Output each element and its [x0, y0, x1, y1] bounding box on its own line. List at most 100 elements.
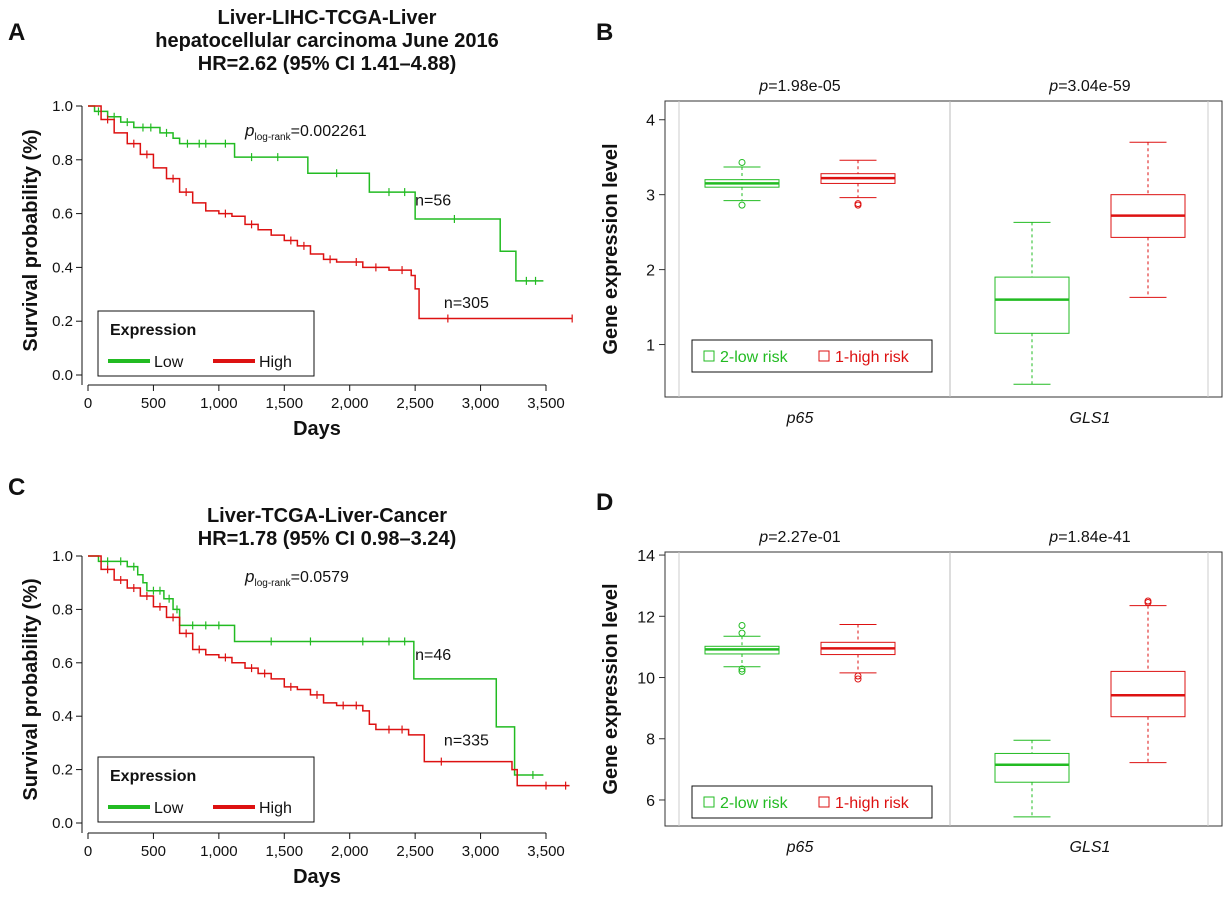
legend-label-low: Low: [154, 800, 184, 817]
box-plot-d: 6 8 10 12 14 Gene expression level p65 p=2.27e-…: [600, 529, 1223, 856]
n-label: n=305: [444, 295, 489, 312]
legend-box: [97, 310, 315, 377]
chart-title-line: Liver-LIHC-TCGA-Liver: [218, 7, 437, 29]
p-value: =2.27e-01: [768, 529, 841, 546]
box: [994, 276, 1070, 334]
legend-box: [691, 339, 933, 373]
chart-title-line: Liver-TCGA-Liver-Cancer: [207, 505, 447, 527]
panel-letter-b: B: [596, 19, 613, 46]
survival-curve-high: [88, 105, 573, 320]
legend-label: 2-low risk: [720, 349, 789, 366]
x-tick-label: 500: [141, 843, 166, 860]
group-label: p65: [786, 839, 814, 856]
p-symbol: p: [758, 78, 768, 95]
legend-label: 2-low risk: [720, 795, 789, 812]
legend: Expression Low High: [97, 756, 315, 823]
group-p-value: p=1.84e-41: [1048, 529, 1131, 546]
x-tick-label: 1,500: [266, 395, 304, 412]
y-axis-label: Survival probability (%): [20, 129, 42, 351]
p-subscript: log-rank: [254, 578, 291, 589]
legend-title: Expression: [110, 768, 196, 785]
p-subscript: log-rank: [254, 132, 291, 143]
box: [994, 752, 1070, 783]
y-tick-label: 4: [646, 113, 655, 130]
y-tick-label: 1.0: [52, 98, 73, 115]
outlier-point: [854, 675, 862, 683]
p-value: =1.98e-05: [768, 78, 841, 95]
legend-swatch: [703, 350, 715, 362]
outlier-point: [854, 672, 862, 680]
y-tick-label: 0.0: [52, 367, 73, 384]
x-tick-label: 500: [141, 395, 166, 412]
outlier-point: [854, 200, 862, 208]
y-tick-label: 3: [646, 188, 655, 205]
y-axis-label: Survival probability (%): [20, 578, 42, 800]
outlier-point: [738, 201, 746, 209]
n-label: n=56: [415, 193, 451, 210]
y-axis-label: Gene expression level: [600, 583, 622, 794]
p-value: =0.0579: [291, 569, 349, 586]
legend-swatch: [818, 350, 830, 362]
outlier-point: [1144, 597, 1152, 605]
y-tick-label: 10: [637, 671, 655, 688]
p-symbol: p: [244, 567, 254, 586]
chart-title-line: HR=1.78 (95% CI 0.98–3.24): [198, 528, 457, 550]
y-tick-label: 2: [646, 263, 655, 280]
p-symbol: p: [244, 121, 254, 140]
p-value-label: plog-rank=0.0579: [244, 567, 349, 589]
y-tick-label: 0.6: [52, 655, 73, 672]
p-value: =1.84e-41: [1058, 529, 1131, 546]
legend-label-high: High: [259, 800, 292, 817]
panel-letter-c: C: [8, 474, 25, 501]
x-tick-label: 3,500: [527, 395, 565, 412]
survival-curve-low: [88, 555, 544, 776]
legend-box: [691, 785, 933, 819]
y-tick-label: 0.8: [52, 152, 73, 169]
x-tick-label: 3,000: [462, 395, 500, 412]
group-p-value: p=1.98e-05: [758, 78, 841, 95]
p-symbol: p: [758, 529, 768, 546]
outlier-point: [738, 621, 746, 629]
outlier-point: [738, 158, 746, 166]
chart-title-line: hepatocellular carcinoma June 2016: [155, 30, 499, 52]
legend-title: Expression: [110, 322, 196, 339]
x-tick-label: 3,500: [527, 843, 565, 860]
y-tick-label: 0.0: [52, 815, 73, 832]
y-tick-label: 1: [646, 338, 655, 355]
outlier-point: [738, 667, 746, 675]
y-tick-label: 8: [646, 732, 655, 749]
y-tick-label: 14: [637, 548, 655, 565]
legend-box: [97, 756, 315, 823]
chart-title-line: HR=2.62 (95% CI 1.41–4.88): [198, 53, 457, 75]
y-tick-label: 0.6: [52, 206, 73, 223]
x-axis-label: Days: [293, 866, 341, 888]
y-tick-label: 12: [637, 609, 655, 626]
legend-swatch: [818, 796, 830, 808]
group-label: p65: [786, 410, 814, 427]
plot-frame: [664, 551, 1223, 827]
legend-label-high: High: [259, 354, 292, 371]
p-value: =0.002261: [291, 123, 367, 140]
y-tick-label: 0.2: [52, 762, 73, 779]
p-value-label: plog-rank=0.002261: [244, 121, 367, 143]
y-axis-label: Gene expression level: [600, 143, 622, 354]
x-axis-label: Days: [293, 418, 341, 440]
legend: Expression Low High: [97, 310, 315, 377]
x-tick-label: 1,000: [200, 843, 238, 860]
x-tick-label: 3,000: [462, 843, 500, 860]
n-label: n=46: [415, 647, 451, 664]
x-tick-label: 1,000: [200, 395, 238, 412]
y-tick-label: 6: [646, 793, 655, 810]
y-tick-label: 1.0: [52, 548, 73, 565]
x-tick-label: 0: [84, 395, 92, 412]
group-p-value: p=3.04e-59: [1048, 78, 1131, 95]
y-tick-label: 0.2: [52, 313, 73, 330]
legend: 2-low risk 1-high risk: [691, 339, 933, 373]
legend-label: 1-high risk: [835, 349, 910, 366]
x-tick-label: 2,000: [331, 395, 369, 412]
legend: 2-low risk 1-high risk: [691, 785, 933, 819]
